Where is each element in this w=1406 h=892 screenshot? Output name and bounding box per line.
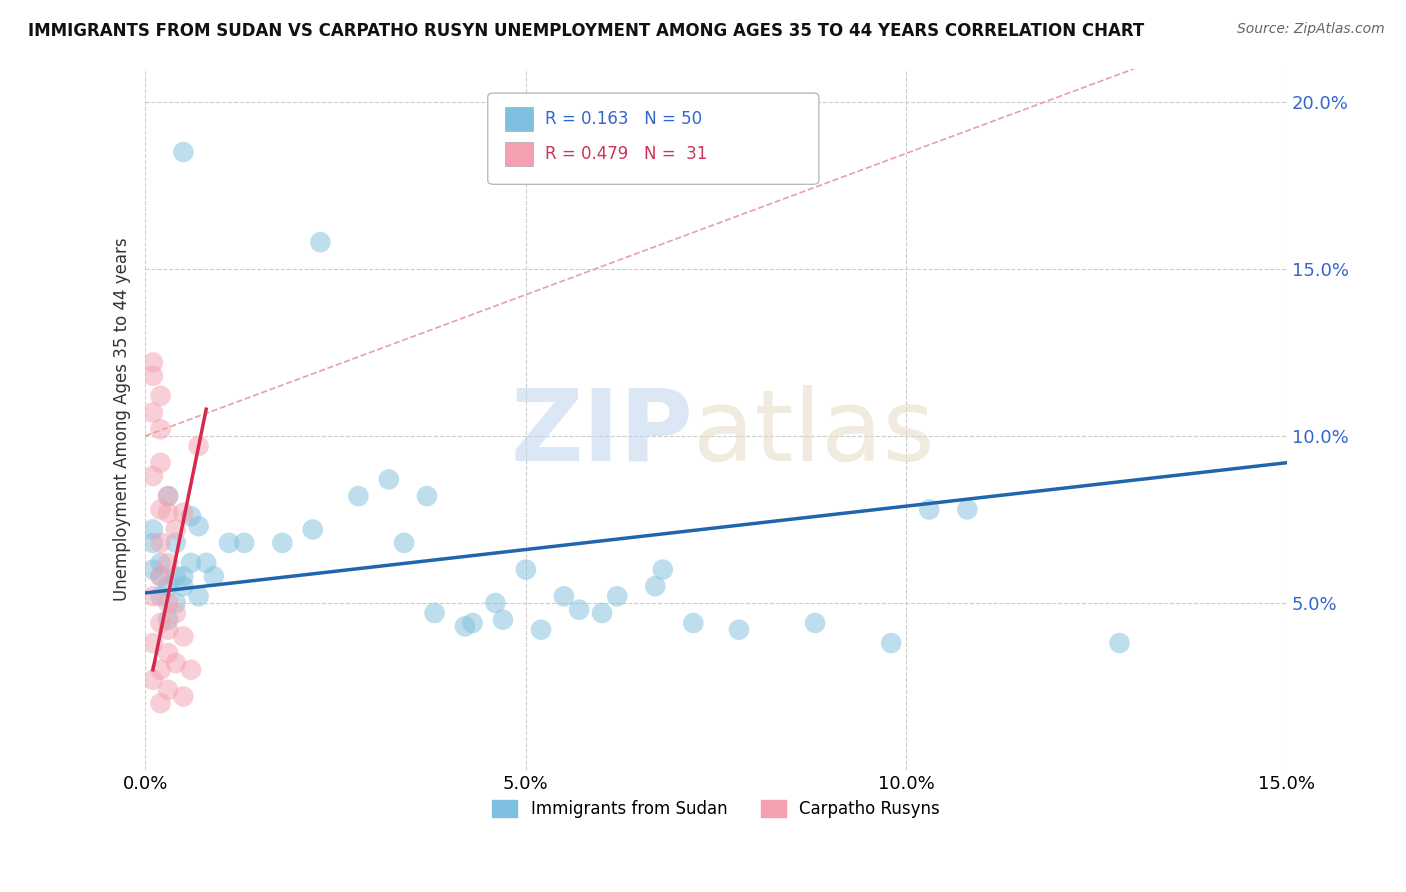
Point bbox=[165, 596, 187, 610]
Point bbox=[157, 489, 180, 503]
Point bbox=[142, 523, 165, 537]
Point bbox=[423, 606, 446, 620]
Point bbox=[682, 615, 704, 630]
Point bbox=[416, 489, 439, 503]
Text: atlas: atlas bbox=[693, 384, 935, 482]
Point bbox=[142, 589, 165, 603]
Text: IMMIGRANTS FROM SUDAN VS CARPATHO RUSYN UNEMPLOYMENT AMONG AGES 35 TO 44 YEARS C: IMMIGRANTS FROM SUDAN VS CARPATHO RUSYN … bbox=[28, 22, 1144, 40]
Point bbox=[149, 663, 172, 677]
Point bbox=[233, 536, 256, 550]
Point bbox=[157, 682, 180, 697]
Point bbox=[187, 589, 209, 603]
Point bbox=[142, 368, 165, 383]
Point bbox=[149, 569, 172, 583]
Point bbox=[492, 613, 515, 627]
Point bbox=[157, 489, 180, 503]
Point bbox=[606, 589, 628, 603]
Point bbox=[515, 563, 537, 577]
Point bbox=[172, 629, 194, 643]
Y-axis label: Unemployment Among Ages 35 to 44 years: Unemployment Among Ages 35 to 44 years bbox=[114, 237, 131, 601]
Point bbox=[142, 536, 165, 550]
Point bbox=[149, 422, 172, 436]
Point bbox=[484, 596, 506, 610]
Point bbox=[644, 579, 666, 593]
Point bbox=[157, 623, 180, 637]
Point bbox=[195, 556, 218, 570]
Point bbox=[218, 536, 240, 550]
FancyBboxPatch shape bbox=[505, 142, 533, 167]
Point bbox=[309, 235, 332, 250]
Point bbox=[142, 636, 165, 650]
Point bbox=[157, 506, 180, 520]
Point bbox=[149, 502, 172, 516]
Point bbox=[165, 606, 187, 620]
Point bbox=[347, 489, 370, 503]
Point bbox=[918, 502, 941, 516]
Point bbox=[157, 596, 180, 610]
Point bbox=[180, 509, 202, 524]
Point bbox=[301, 523, 323, 537]
Point bbox=[956, 502, 979, 516]
FancyBboxPatch shape bbox=[505, 107, 533, 131]
Point bbox=[271, 536, 294, 550]
Point bbox=[187, 519, 209, 533]
Point bbox=[172, 690, 194, 704]
Point bbox=[880, 636, 903, 650]
Point bbox=[165, 656, 187, 670]
Point bbox=[149, 589, 172, 603]
Text: R = 0.163   N = 50: R = 0.163 N = 50 bbox=[546, 110, 702, 128]
Point bbox=[530, 623, 553, 637]
Point bbox=[172, 506, 194, 520]
Point bbox=[568, 602, 591, 616]
Point bbox=[157, 556, 180, 570]
Point bbox=[149, 536, 172, 550]
Text: R = 0.479   N =  31: R = 0.479 N = 31 bbox=[546, 145, 707, 163]
Point bbox=[142, 673, 165, 687]
Point bbox=[157, 579, 180, 593]
Point bbox=[142, 469, 165, 483]
Point bbox=[378, 472, 401, 486]
Point bbox=[142, 563, 165, 577]
Point bbox=[728, 623, 751, 637]
Point bbox=[165, 523, 187, 537]
Point bbox=[461, 615, 484, 630]
Text: ZIP: ZIP bbox=[510, 384, 693, 482]
Text: Source: ZipAtlas.com: Source: ZipAtlas.com bbox=[1237, 22, 1385, 37]
Legend: Immigrants from Sudan, Carpatho Rusyns: Immigrants from Sudan, Carpatho Rusyns bbox=[486, 793, 946, 825]
Point bbox=[172, 579, 194, 593]
Point bbox=[180, 556, 202, 570]
Point bbox=[1108, 636, 1130, 650]
Point bbox=[149, 556, 172, 570]
Point bbox=[553, 589, 575, 603]
Point bbox=[172, 145, 194, 159]
Point bbox=[180, 663, 202, 677]
Point bbox=[157, 646, 180, 660]
Point bbox=[172, 569, 194, 583]
Point bbox=[392, 536, 415, 550]
Point bbox=[187, 439, 209, 453]
Point bbox=[142, 406, 165, 420]
Point bbox=[804, 615, 827, 630]
Point bbox=[149, 696, 172, 710]
FancyBboxPatch shape bbox=[488, 93, 818, 185]
Point bbox=[149, 615, 172, 630]
Point bbox=[142, 355, 165, 369]
Point bbox=[165, 536, 187, 550]
Point bbox=[149, 389, 172, 403]
Point bbox=[149, 456, 172, 470]
Point bbox=[202, 569, 225, 583]
Point bbox=[591, 606, 613, 620]
Point bbox=[157, 613, 180, 627]
Point bbox=[454, 619, 477, 633]
Point bbox=[651, 563, 673, 577]
Point bbox=[149, 569, 172, 583]
Point bbox=[165, 569, 187, 583]
